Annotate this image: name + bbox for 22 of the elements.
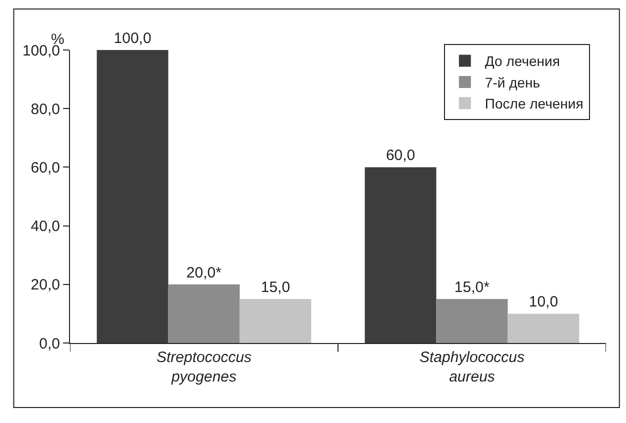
bar <box>240 299 312 343</box>
data-label: 10,0 <box>528 294 558 311</box>
bar <box>364 167 436 343</box>
bar <box>168 284 240 343</box>
x-tick-label: Streptococcus pyogenes <box>156 349 252 386</box>
bar <box>436 299 508 343</box>
legend-label: После лечения <box>484 96 584 112</box>
bar <box>96 50 168 343</box>
legend-label: До лечения <box>484 53 560 70</box>
y-tick-label: 20,0 <box>30 276 60 294</box>
data-label: 100,0 <box>114 30 152 47</box>
data-label: 15,0 <box>260 279 290 296</box>
x-tick-label: Staphylococcus aureus <box>419 349 526 386</box>
bar <box>508 314 580 343</box>
y-tick-label: 60,0 <box>30 159 60 176</box>
data-label: 15,0* <box>454 279 490 296</box>
y-tick-label: 40,0 <box>30 218 60 236</box>
y-tick-label: 80,0 <box>30 100 60 118</box>
data-label: 20,0* <box>186 264 222 282</box>
y-tick-label: 0,0 <box>39 335 60 352</box>
data-label: 60,0 <box>386 147 416 164</box>
legend-label: 7-й день <box>484 74 540 90</box>
